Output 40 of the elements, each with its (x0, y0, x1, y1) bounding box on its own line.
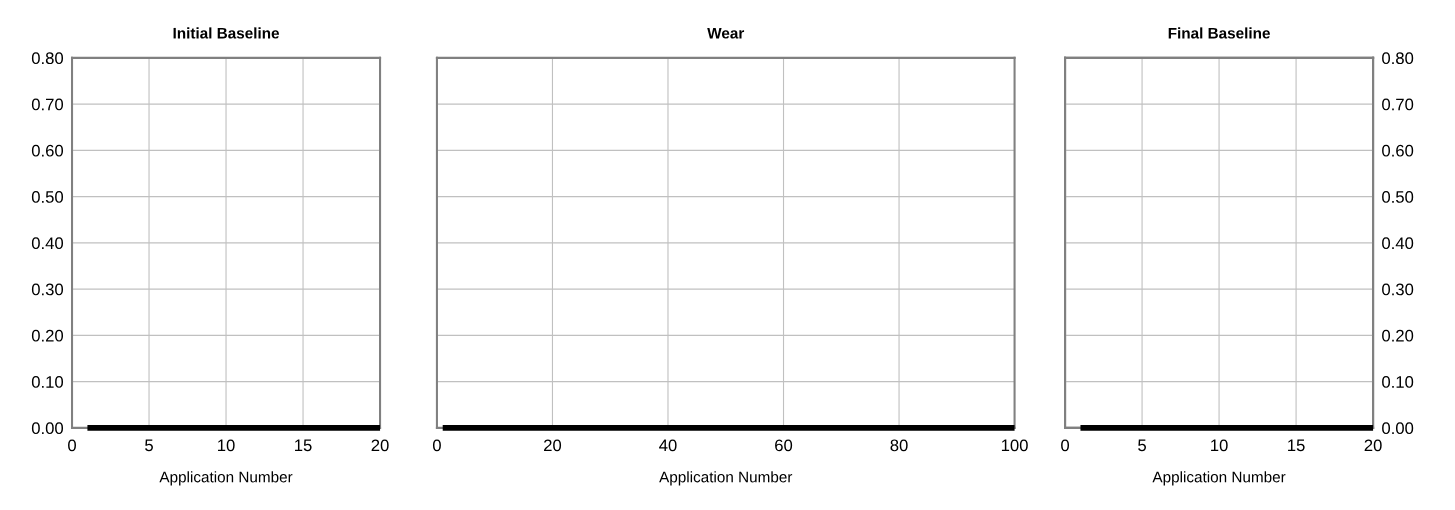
y2-tick-label: 0.50 (1382, 191, 1414, 203)
y2-tick-label: 0.70 (1382, 98, 1414, 111)
x-tick-label: 0 (68, 439, 77, 452)
x-tick-label: 10 (1211, 439, 1228, 452)
x-tick-label: 20 (1364, 439, 1382, 452)
chart-title: Wear (707, 27, 745, 39)
x-tick-label: 0 (432, 439, 441, 452)
x-tick-label: 40 (659, 439, 677, 452)
y2-tick-label: 0.20 (1382, 329, 1414, 342)
x-tick-label: 10 (218, 439, 235, 452)
y-tick-label: 0.10 (31, 376, 64, 388)
y-tick-label: 0.50 (31, 191, 64, 203)
x-tick-label: 20 (544, 439, 562, 452)
chart-title: Initial Baseline (173, 27, 280, 39)
y2-tick-label: 0.80 (1382, 52, 1414, 65)
y2-tick-label: 0.60 (1382, 144, 1414, 157)
y2-tick-label: 0.40 (1382, 237, 1414, 250)
x-tick-label: 15 (295, 439, 312, 452)
x-tick-label: 5 (1138, 439, 1146, 452)
y-tick-label: 0.80 (31, 52, 64, 65)
x-tick-label: 20 (371, 439, 389, 452)
y-tick-label: 0.30 (31, 283, 64, 296)
x-tick-label: 100 (1001, 439, 1028, 452)
x-tick-label: 0 (1061, 439, 1070, 452)
y-tick-label: 0.00 (31, 422, 64, 435)
chart-title: Final Baseline (1168, 27, 1270, 39)
y2-tick-label: 0.00 (1382, 422, 1414, 435)
y-tick-label: 0.20 (31, 329, 64, 342)
x-tick-label: 80 (890, 439, 908, 452)
x-tick-label: 60 (775, 439, 793, 452)
y-tick-label: 0.40 (31, 237, 64, 250)
y-tick-label: 0.70 (31, 98, 64, 111)
x-axis-title: Application Number (1152, 471, 1286, 486)
x-axis-title: Application Number (659, 471, 793, 486)
y2-tick-label: 0.30 (1382, 283, 1414, 296)
x-axis-title: Application Number (159, 471, 293, 486)
x-tick-label: 15 (1288, 439, 1305, 452)
x-tick-label: 5 (145, 439, 153, 452)
y2-tick-label: 0.10 (1382, 376, 1414, 388)
y-tick-label: 0.60 (31, 144, 64, 157)
